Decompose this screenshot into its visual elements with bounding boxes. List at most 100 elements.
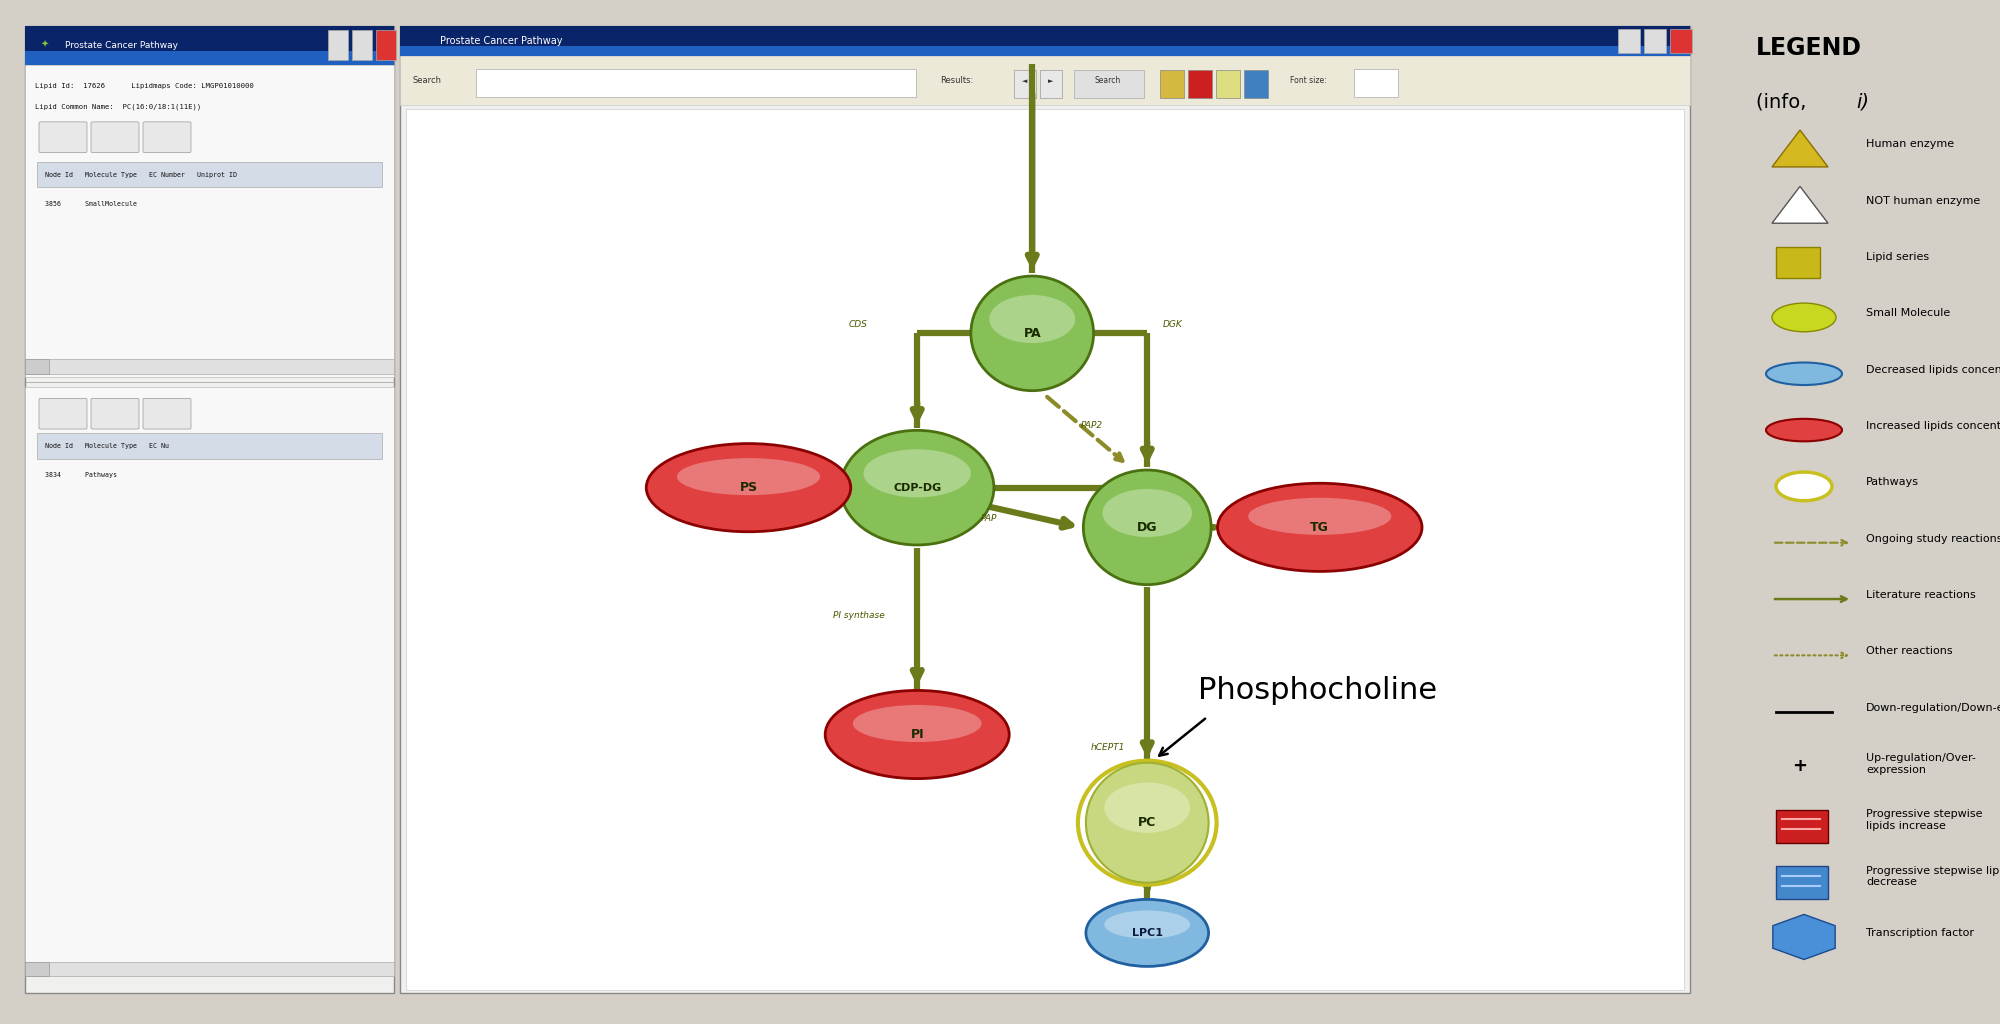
- Text: Node Id   Molecule Type   EC Number   Uniprot ID: Node Id Molecule Type EC Number Uniprot …: [44, 172, 238, 178]
- Text: PS: PS: [740, 481, 758, 495]
- Text: Lipid series: Lipid series: [1866, 252, 1930, 262]
- Ellipse shape: [1104, 910, 1190, 939]
- Ellipse shape: [1084, 470, 1212, 585]
- Ellipse shape: [1086, 763, 1208, 883]
- Bar: [400, 26, 1690, 993]
- Text: PAP2: PAP2: [1080, 422, 1102, 430]
- Text: TG: TG: [1310, 521, 1330, 534]
- Text: ►: ►: [1048, 78, 1054, 84]
- Text: PAP: PAP: [982, 514, 998, 523]
- Bar: [38, 162, 382, 187]
- Bar: [1040, 70, 1062, 98]
- Bar: [1216, 70, 1240, 98]
- Text: Prostate Cancer Pathway: Prostate Cancer Pathway: [64, 41, 178, 49]
- Bar: [400, 56, 1690, 105]
- FancyBboxPatch shape: [144, 398, 192, 429]
- Bar: [24, 962, 394, 976]
- Bar: [328, 30, 348, 60]
- Text: Progressive stepwise
lipids increase: Progressive stepwise lipids increase: [1866, 809, 1982, 831]
- Bar: [24, 26, 394, 993]
- Text: 3834      Pathways: 3834 Pathways: [44, 472, 116, 478]
- Text: PI synthase: PI synthase: [832, 611, 884, 620]
- Text: CDS: CDS: [848, 321, 868, 329]
- Text: Lipid Id:  17626      Lipidmaps Code: LMGP01010000: Lipid Id: 17626 Lipidmaps Code: LMGP0101…: [36, 83, 254, 89]
- Text: Literature reactions: Literature reactions: [1866, 590, 1976, 600]
- Bar: [24, 65, 394, 377]
- Ellipse shape: [1766, 419, 1842, 441]
- Text: Node Id   Molecule Type   EC Nu: Node Id Molecule Type EC Nu: [44, 443, 168, 450]
- Text: PC: PC: [1138, 816, 1156, 829]
- Ellipse shape: [1766, 362, 1842, 385]
- Ellipse shape: [1776, 472, 1832, 501]
- Bar: [1618, 29, 1640, 53]
- Ellipse shape: [826, 690, 1010, 778]
- Text: Prostate Cancer Pathway: Prostate Cancer Pathway: [440, 36, 562, 46]
- Text: i): i): [1856, 92, 1868, 112]
- Bar: [376, 30, 396, 60]
- Bar: [24, 26, 394, 65]
- Text: Progressive stepwise lipids
decrease: Progressive stepwise lipids decrease: [1866, 865, 2000, 888]
- Bar: [24, 51, 394, 65]
- Ellipse shape: [1086, 899, 1208, 967]
- FancyBboxPatch shape: [40, 398, 88, 429]
- Bar: [24, 387, 394, 975]
- Ellipse shape: [1218, 483, 1422, 571]
- Text: Increased lipids concentration: Increased lipids concentration: [1866, 421, 2000, 431]
- Text: Font size:: Font size:: [1290, 77, 1326, 85]
- Bar: [352, 30, 372, 60]
- Bar: [400, 26, 1690, 56]
- Bar: [1776, 866, 1828, 899]
- Bar: [1074, 70, 1144, 98]
- Ellipse shape: [970, 276, 1094, 391]
- Bar: [476, 69, 916, 97]
- Text: DG: DG: [1136, 521, 1158, 534]
- Bar: [24, 359, 48, 374]
- Ellipse shape: [840, 430, 994, 545]
- FancyBboxPatch shape: [92, 122, 140, 153]
- Bar: [1776, 247, 1820, 278]
- Text: NOT human enzyme: NOT human enzyme: [1866, 196, 1980, 206]
- Bar: [1244, 70, 1268, 98]
- Bar: [1670, 29, 1692, 53]
- Bar: [406, 109, 1684, 990]
- Text: Down-regulation/Down-expression: Down-regulation/Down-expression: [1866, 702, 2000, 713]
- Text: CDP-DG: CDP-DG: [894, 482, 942, 493]
- Text: 3856      SmallMolecule: 3856 SmallMolecule: [44, 201, 136, 207]
- Text: Up-regulation/Over-
expression: Up-regulation/Over- expression: [1866, 753, 1976, 775]
- Bar: [1188, 70, 1212, 98]
- Text: (info,: (info,: [1756, 92, 1812, 112]
- Text: Search: Search: [1094, 77, 1122, 85]
- FancyBboxPatch shape: [92, 398, 140, 429]
- Ellipse shape: [676, 458, 820, 496]
- Text: Human enzyme: Human enzyme: [1866, 139, 1954, 150]
- Text: hCEPT1: hCEPT1: [1092, 743, 1126, 753]
- Ellipse shape: [1772, 303, 1836, 332]
- Text: ◄: ◄: [1022, 78, 1028, 84]
- Text: Pathways: Pathways: [1866, 477, 1920, 487]
- Bar: [38, 433, 382, 459]
- Bar: [24, 962, 48, 976]
- Ellipse shape: [864, 450, 970, 498]
- Text: PI: PI: [910, 728, 924, 741]
- Text: +: +: [1792, 757, 1808, 775]
- Bar: [1776, 810, 1828, 843]
- Text: PA: PA: [1024, 327, 1042, 340]
- Text: Phosphocholine: Phosphocholine: [1198, 676, 1438, 705]
- Ellipse shape: [1102, 488, 1192, 537]
- Text: Ongoing study reactions: Ongoing study reactions: [1866, 534, 2000, 544]
- Bar: [400, 46, 1690, 56]
- Bar: [1014, 70, 1036, 98]
- FancyBboxPatch shape: [144, 122, 192, 153]
- Text: LEGEND: LEGEND: [1756, 36, 1862, 59]
- Bar: [1354, 69, 1398, 97]
- Bar: [24, 359, 394, 374]
- Text: Search: Search: [412, 77, 442, 85]
- Text: DGK: DGK: [1162, 321, 1182, 329]
- Bar: [1644, 29, 1666, 53]
- Ellipse shape: [1248, 498, 1392, 535]
- Polygon shape: [1772, 186, 1828, 223]
- Polygon shape: [1772, 914, 1836, 959]
- Text: Small Molecule: Small Molecule: [1866, 308, 1950, 318]
- Text: ✦: ✦: [40, 40, 50, 50]
- Bar: [1160, 70, 1184, 98]
